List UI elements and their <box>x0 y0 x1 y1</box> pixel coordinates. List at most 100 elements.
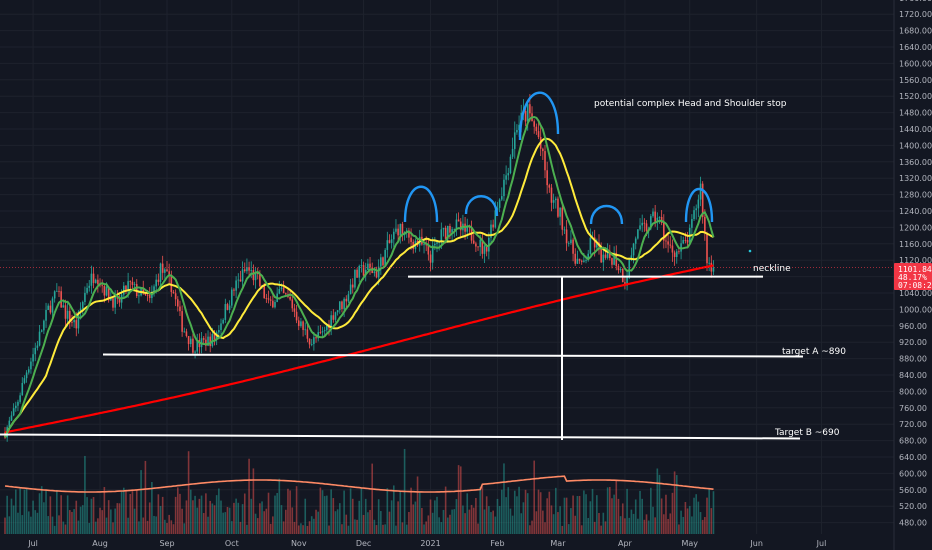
candle-body <box>583 260 585 262</box>
candle-body <box>643 222 646 224</box>
volume-bar <box>388 511 391 534</box>
candle-body <box>386 240 389 250</box>
candle-body <box>300 321 302 327</box>
candle-body <box>153 286 155 292</box>
candle-body <box>442 227 445 230</box>
candle-body <box>21 382 24 396</box>
x-tick-label: May <box>681 539 698 548</box>
candle-body <box>339 301 341 311</box>
volume-bar <box>15 489 17 534</box>
volume-bar <box>343 490 345 534</box>
volume-bar <box>358 500 361 534</box>
candle-body <box>319 332 322 334</box>
y-axis: 480.00 520.00 560.00 600.00 640.00 680.00 720.… <box>893 0 932 550</box>
candle-body <box>269 299 272 301</box>
volume-bar <box>174 496 177 534</box>
volume-bar <box>490 512 492 534</box>
ma-long-line <box>4 264 714 434</box>
volume-bar <box>304 498 307 534</box>
annotation-pattern-note: potential complex Head and Shoulder stop <box>594 99 787 109</box>
volume-bar <box>598 513 600 534</box>
volume-bar <box>464 513 466 534</box>
candle-body <box>308 338 311 345</box>
volume-bar <box>222 512 224 534</box>
volume-bar <box>218 488 220 534</box>
volume-bar <box>252 468 255 534</box>
candle-body <box>17 401 19 406</box>
volume-bar <box>405 524 408 534</box>
volume-bar <box>285 509 287 534</box>
volume-bar <box>619 516 622 534</box>
volume-bar <box>205 493 207 534</box>
candle-body <box>572 239 574 254</box>
candle-body <box>358 265 361 278</box>
candle-body <box>455 219 458 229</box>
volume-bar <box>680 510 682 534</box>
volume-bar <box>6 495 8 534</box>
candle-body <box>32 354 34 362</box>
candle-body <box>321 331 324 333</box>
candle-body <box>144 293 147 295</box>
candle-body <box>682 240 685 244</box>
candle-body <box>518 124 520 131</box>
candle-body <box>654 211 656 222</box>
volume-bar <box>583 490 585 534</box>
candle-body <box>490 224 492 238</box>
candle-body <box>431 245 434 263</box>
y-tick-label: 1760.00 <box>899 0 932 3</box>
candle-body <box>675 251 678 257</box>
volume-bar <box>243 493 246 534</box>
y-tick-label: 840.00 <box>899 371 927 380</box>
volume-bar <box>626 488 628 534</box>
volume-bar <box>706 497 708 534</box>
candle-body <box>555 198 557 201</box>
y-tick-label: 1400.00 <box>899 141 932 150</box>
volume-bar <box>261 501 263 534</box>
volume-bar <box>384 524 386 534</box>
candle-body <box>576 258 579 264</box>
candle-body <box>453 228 456 230</box>
volume-bar <box>468 509 471 534</box>
candle-body <box>434 243 436 246</box>
candle-body <box>611 258 613 265</box>
candle-body <box>533 121 535 127</box>
candle-body <box>349 284 352 295</box>
volume-bar <box>533 460 535 534</box>
candle-body <box>142 288 145 294</box>
candle-body <box>367 263 369 270</box>
volume-bar <box>639 490 641 534</box>
candle-body <box>90 273 93 286</box>
candle-body <box>304 329 307 331</box>
volume-bar <box>695 494 697 534</box>
y-tick-label: 480.00 <box>899 519 927 528</box>
volume-bar <box>496 498 499 534</box>
ma-slow-line <box>4 137 714 438</box>
candle-body <box>529 104 531 114</box>
y-tick-label: 720.00 <box>899 420 927 429</box>
volume-bar <box>118 503 121 534</box>
volume-bar <box>699 512 702 534</box>
candle-body <box>51 298 54 313</box>
volume-bar <box>75 500 78 534</box>
candle-body <box>181 311 183 332</box>
candle-body <box>351 284 354 288</box>
candle-body <box>485 246 488 252</box>
volume-bar <box>684 502 687 534</box>
volume-bar <box>49 496 52 534</box>
candle-body <box>274 302 276 308</box>
candle-body <box>535 126 538 132</box>
volume-bar <box>356 519 358 534</box>
volume-bar <box>263 511 265 534</box>
candle-body <box>621 268 624 283</box>
volume-bar <box>177 487 179 534</box>
candle-body <box>589 237 592 254</box>
candle-body <box>330 315 332 329</box>
candle-body <box>131 281 134 285</box>
candle-body <box>114 296 116 308</box>
candle-body <box>596 242 598 248</box>
volume-bar <box>142 517 145 534</box>
annotation-target-a: target A ~890 <box>782 347 846 357</box>
volume-bar <box>45 490 47 534</box>
candle-body <box>585 260 587 261</box>
